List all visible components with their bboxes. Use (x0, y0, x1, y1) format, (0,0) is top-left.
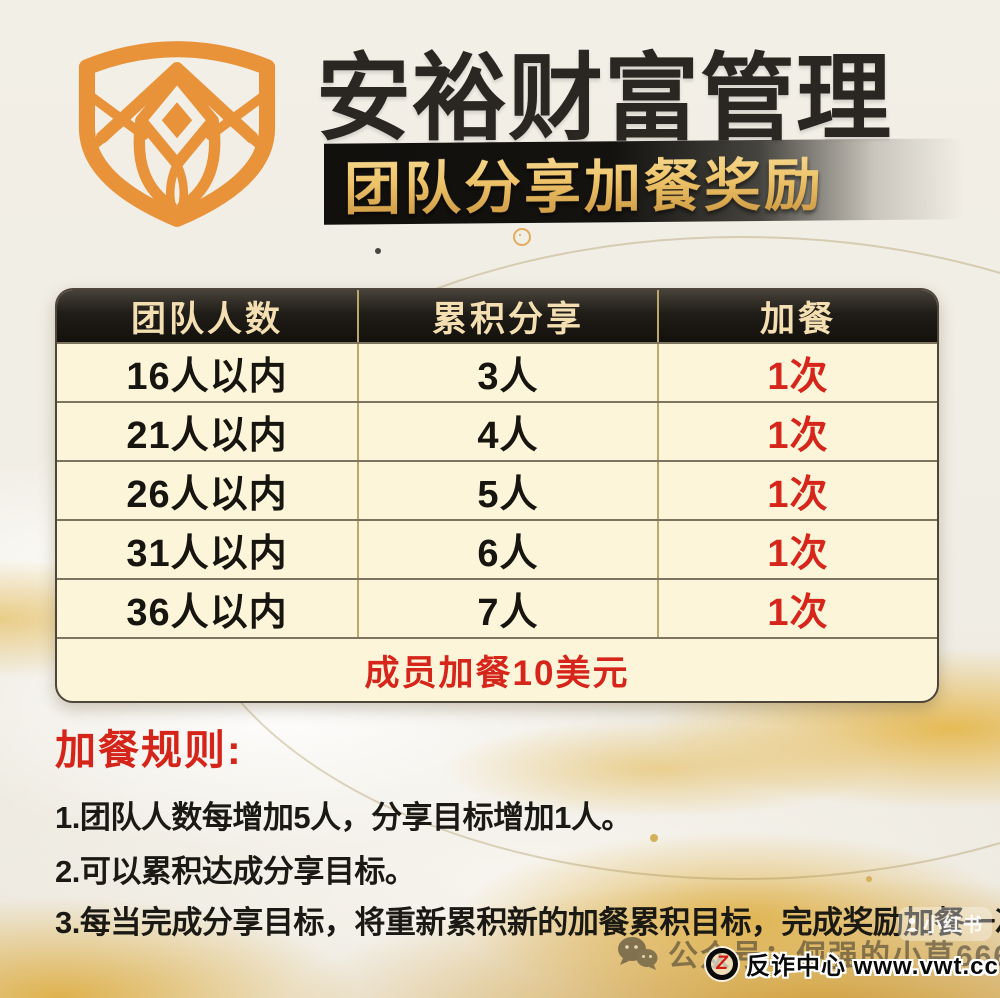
cell-shares: 5人 (357, 462, 657, 519)
page-title: 安裕财富管理 (316, 46, 893, 152)
rule-item-1: 1.团队人数每增加5人，分享目标增加1人。 (55, 800, 632, 835)
xiaohongshu-label: 小红书 (923, 915, 984, 936)
xiaohongshu-watermark: 小红书 (898, 907, 993, 941)
table-row: 21人以内 4人 1次 (57, 401, 937, 460)
rule-item-2: 2.可以累积达成分享目标。 (55, 854, 416, 889)
cell-team-size: 26人以内 (126, 474, 288, 516)
column-header-extra-meal: 加餐 (657, 290, 937, 342)
cell-team-size: 21人以内 (126, 415, 288, 457)
brand-shield-icon (68, 16, 286, 234)
table-header-row: 团队人数 累积分享 加餐 (57, 290, 937, 342)
column-header-accumulated-shares: 累积分享 (357, 290, 657, 342)
cell-meal: 1次 (657, 403, 937, 460)
table-row: 31人以内 6人 1次 (57, 519, 937, 578)
table-row: 16人以内 3人 1次 (57, 342, 937, 401)
fz-circle-icon: Z (706, 947, 738, 980)
rules-heading: 加餐规则: (55, 727, 243, 773)
cell-meal: 1次 (657, 344, 937, 401)
antifraud-watermark: Z 反诈中心 www.vwt.cc (706, 946, 999, 981)
dot-decoration (866, 876, 872, 882)
cell-meal: 1次 (657, 521, 937, 578)
rule-item-3: 3.每当完成分享目标，将重新累积新的加餐累积目标，完成奖励加餐一次。 (55, 905, 1000, 940)
table-row: 36人以内 7人 1次 (57, 578, 937, 637)
cell-meal: 1次 (657, 462, 937, 519)
cell-shares: 4人 (357, 403, 657, 460)
cell-shares: 7人 (357, 580, 657, 637)
dot-decoration (650, 834, 658, 842)
person-icon (906, 917, 918, 931)
reward-table: 团队人数 累积分享 加餐 16人以内 3人 1次 21人以内 4人 1次 26人… (55, 288, 939, 703)
cell-team-size: 31人以内 (126, 533, 288, 575)
flower-decoration (513, 228, 531, 246)
column-header-team-size: 团队人数 (130, 299, 283, 339)
subtitle-banner-text: 团队分享加餐奖励 (344, 139, 824, 225)
cell-team-size: 16人以内 (126, 356, 288, 398)
cell-shares: 6人 (357, 521, 657, 578)
wechat-icon (618, 937, 658, 970)
subtitle-banner: 团队分享加餐奖励 (324, 138, 964, 225)
dot-decoration (375, 248, 381, 254)
cell-team-size: 36人以内 (126, 592, 288, 634)
table-row: 26人以内 5人 1次 (57, 460, 937, 519)
table-footer-note: 成员加餐10美元 (57, 637, 937, 701)
cell-shares: 3人 (357, 344, 657, 401)
fz-letter: Z (716, 953, 728, 974)
cell-meal: 1次 (657, 580, 937, 637)
antifraud-text: 反诈中心 www.vwt.cc (746, 953, 999, 980)
